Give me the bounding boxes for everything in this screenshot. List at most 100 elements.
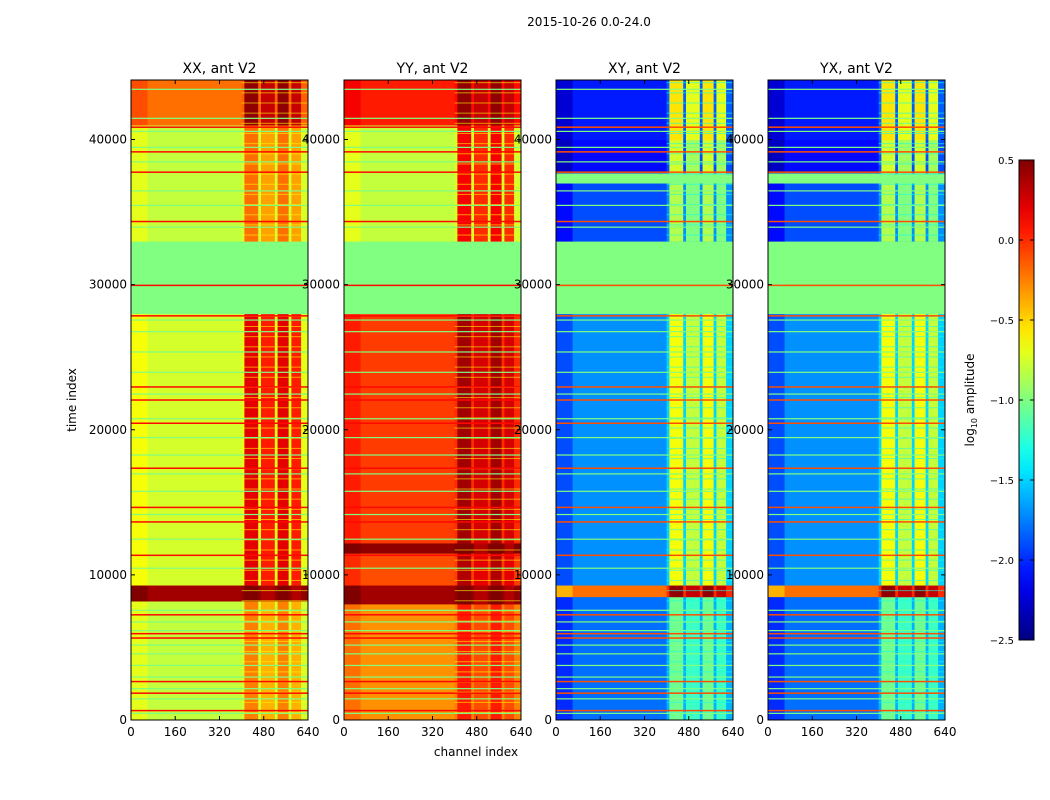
flag-line (768, 454, 945, 456)
colorbar-label: log10 amplitude (963, 354, 979, 447)
rfi-column (260, 585, 275, 602)
rfi-line (344, 637, 521, 639)
rfi-stripe (454, 447, 521, 449)
rfi-stripe (666, 579, 733, 581)
y-tick-label: 40000 (514, 133, 552, 147)
rfi-column (702, 183, 714, 242)
rfi-stripe (241, 407, 308, 409)
rfi-line (344, 680, 521, 683)
rfi-line (556, 315, 733, 317)
y-tick-label: 10000 (302, 568, 340, 582)
rfi-stripe (241, 620, 308, 622)
flag-line (131, 538, 308, 540)
x-tick-label: 480 (889, 725, 912, 739)
rfi-line (344, 506, 521, 509)
y-tick-label: 40000 (89, 133, 127, 147)
rfi-column (291, 585, 302, 602)
rfi-stripe (666, 366, 733, 368)
flag-line (131, 712, 308, 714)
rfi-stripe (878, 163, 945, 165)
rfi-stripe (241, 102, 308, 104)
rfi-stripe (878, 437, 945, 439)
rfi-line (131, 220, 308, 223)
rfi-stripe (241, 427, 308, 429)
rfi-column (914, 183, 926, 242)
flag-line (556, 190, 733, 192)
rfi-stripe (666, 691, 733, 693)
rfi-stripe (878, 143, 945, 145)
rfi-stripe (878, 427, 945, 429)
flag-line (344, 609, 521, 611)
heatmap-band (768, 172, 786, 184)
rfi-line (344, 126, 521, 128)
flag-line (344, 204, 521, 207)
flag-line (344, 393, 521, 395)
rfi-stripe (878, 183, 945, 185)
rfi-stripe (878, 569, 945, 571)
flag-line (131, 473, 308, 475)
x-tick-label: 160 (801, 725, 824, 739)
rfi-line (556, 467, 733, 469)
rfi-stripe (878, 529, 945, 531)
rfi-column (881, 139, 896, 174)
heatmap-band (768, 596, 786, 721)
flag-line (556, 490, 733, 492)
rfi-stripe (241, 183, 308, 185)
rfi-stripe (241, 661, 308, 663)
flag-line (344, 644, 521, 646)
rfi-column (897, 313, 912, 586)
rfi-column (473, 124, 488, 242)
flag-line (131, 698, 308, 700)
rfi-stripe (241, 600, 308, 602)
rfi-stripe (878, 671, 945, 673)
rfi-column (914, 596, 926, 721)
flag-line (131, 490, 308, 492)
flag-line (344, 664, 521, 667)
flag-line (556, 437, 733, 439)
rfi-stripe (878, 478, 945, 480)
rfi-stripe (878, 417, 945, 419)
rfi-line (768, 126, 945, 128)
rfi-column (897, 183, 912, 242)
rfi-column (244, 124, 259, 242)
rfi-stripe (878, 346, 945, 348)
heatmap-band (572, 241, 668, 315)
y-tick-label: 20000 (514, 423, 552, 437)
flag-line (768, 319, 945, 321)
heatmap-band (572, 139, 668, 174)
colorbar-tick-label: 0.5 (998, 156, 1014, 167)
rfi-stripe (454, 620, 521, 622)
rfi-line (131, 614, 308, 616)
flag-line (131, 371, 308, 373)
rfi-column (457, 542, 472, 554)
flag-line (344, 226, 521, 228)
rfi-stripe (666, 478, 733, 480)
heatmap-band (131, 585, 149, 602)
x-tick-label: 0 (764, 725, 772, 739)
heatmap-band (147, 600, 243, 721)
rfi-stripe (454, 163, 521, 165)
heatmap-band (360, 241, 456, 315)
flag-line (768, 664, 945, 667)
rfi-line (344, 315, 521, 317)
panel-title: XY, ant V2 (608, 61, 681, 77)
rfi-line (344, 692, 521, 694)
rfi-line (344, 171, 521, 173)
rfi-stripe (666, 356, 733, 358)
rfi-stripe (454, 610, 521, 612)
rfi-column (716, 313, 727, 586)
rfi-stripe (454, 661, 521, 663)
rfi-column (881, 596, 896, 721)
rfi-stripe (454, 458, 521, 460)
flag-line (768, 146, 945, 148)
rfi-stripe (878, 458, 945, 460)
rfi-stripe (454, 691, 521, 693)
heatmap-band (344, 313, 362, 544)
heatmap-band (360, 313, 456, 544)
rfi-line (131, 171, 308, 173)
rfi-column (504, 124, 515, 242)
colorbar-tick-label: −0.5 (990, 316, 1014, 327)
rfi-line (556, 637, 733, 639)
rfi-line (556, 521, 733, 523)
heatmap-band (556, 585, 574, 598)
